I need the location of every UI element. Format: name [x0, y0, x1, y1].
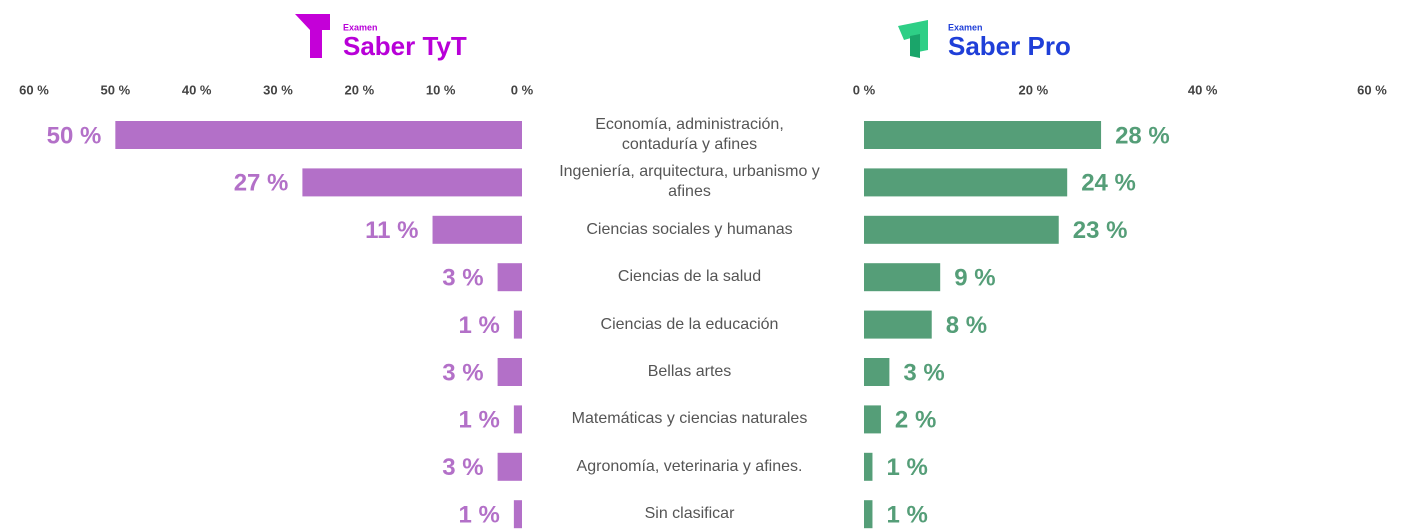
value-label: 28 %: [1115, 122, 1170, 149]
category-label: Economía, administración, contaduría y a…: [595, 116, 784, 153]
bar: [864, 405, 881, 434]
logo-title: Saber Pro: [948, 31, 1071, 61]
value-label: 3 %: [903, 359, 944, 386]
category-label: Ciencias sociales y humanas: [586, 220, 793, 238]
value-label: 8 %: [946, 312, 987, 339]
bar: [513, 310, 522, 339]
x-tick-label: 60 %: [1357, 82, 1387, 97]
bar: [513, 405, 522, 434]
logo-subtitle: Examen: [343, 22, 378, 32]
value-label: 1 %: [459, 312, 500, 339]
x-tick-label: 40 %: [182, 82, 212, 97]
category-label: Matemáticas y ciencias naturales: [571, 410, 808, 428]
pro-logo: [898, 20, 928, 58]
value-label: 1 %: [459, 407, 500, 434]
x-tick-label: 60 %: [19, 82, 49, 97]
value-label: 1 %: [886, 502, 927, 529]
value-label: 23 %: [1073, 217, 1128, 244]
category-label: Bellas artes: [647, 363, 732, 380]
x-tick-label: 20 %: [1019, 82, 1049, 97]
bar: [864, 121, 1102, 149]
bar: [864, 215, 1059, 244]
category-label: Ciencias de la salud: [617, 268, 762, 286]
bar: [497, 452, 522, 481]
bar: [115, 121, 522, 149]
bar: [864, 358, 890, 386]
bar: [497, 358, 522, 386]
category-label: Sin clasificar: [644, 505, 735, 523]
bar: [864, 310, 932, 339]
bar: [302, 168, 522, 197]
x-tick-label: 0 %: [511, 82, 534, 97]
value-label: 50 %: [47, 122, 102, 149]
value-label: 1 %: [459, 502, 500, 529]
bar: [497, 263, 522, 292]
x-tick-label: 30 %: [263, 82, 293, 97]
x-tick-label: 50 %: [101, 82, 131, 97]
value-label: 9 %: [954, 265, 995, 292]
value-label: 11 %: [365, 217, 418, 244]
value-label: 3 %: [442, 454, 483, 481]
value-label: 1 %: [886, 454, 927, 481]
value-label: 2 %: [895, 407, 936, 434]
bar: [864, 452, 873, 481]
category-label: Ciencias de la educación: [600, 315, 779, 333]
x-tick-label: 40 %: [1188, 82, 1218, 97]
tyt-logo: [295, 14, 330, 58]
value-label: 27 %: [234, 170, 289, 197]
category-label: Agronomía, veterinaria y afines.: [576, 457, 803, 475]
category-label: Ingeniería, arquitectura, urbanismo y af…: [559, 163, 820, 201]
x-tick-label: 20 %: [345, 82, 375, 97]
bar: [864, 168, 1068, 197]
value-label: 3 %: [442, 265, 483, 292]
x-tick-label: 0 %: [853, 82, 876, 97]
value-label: 3 %: [442, 359, 483, 386]
logo-subtitle: Examen: [948, 22, 983, 32]
value-label: 24 %: [1081, 170, 1136, 197]
bar: [864, 500, 873, 529]
bar: [513, 500, 522, 529]
bar: [432, 215, 522, 244]
x-tick-label: 10 %: [426, 82, 456, 97]
logo-title: Saber TyT: [343, 31, 467, 61]
bar: [864, 263, 941, 292]
